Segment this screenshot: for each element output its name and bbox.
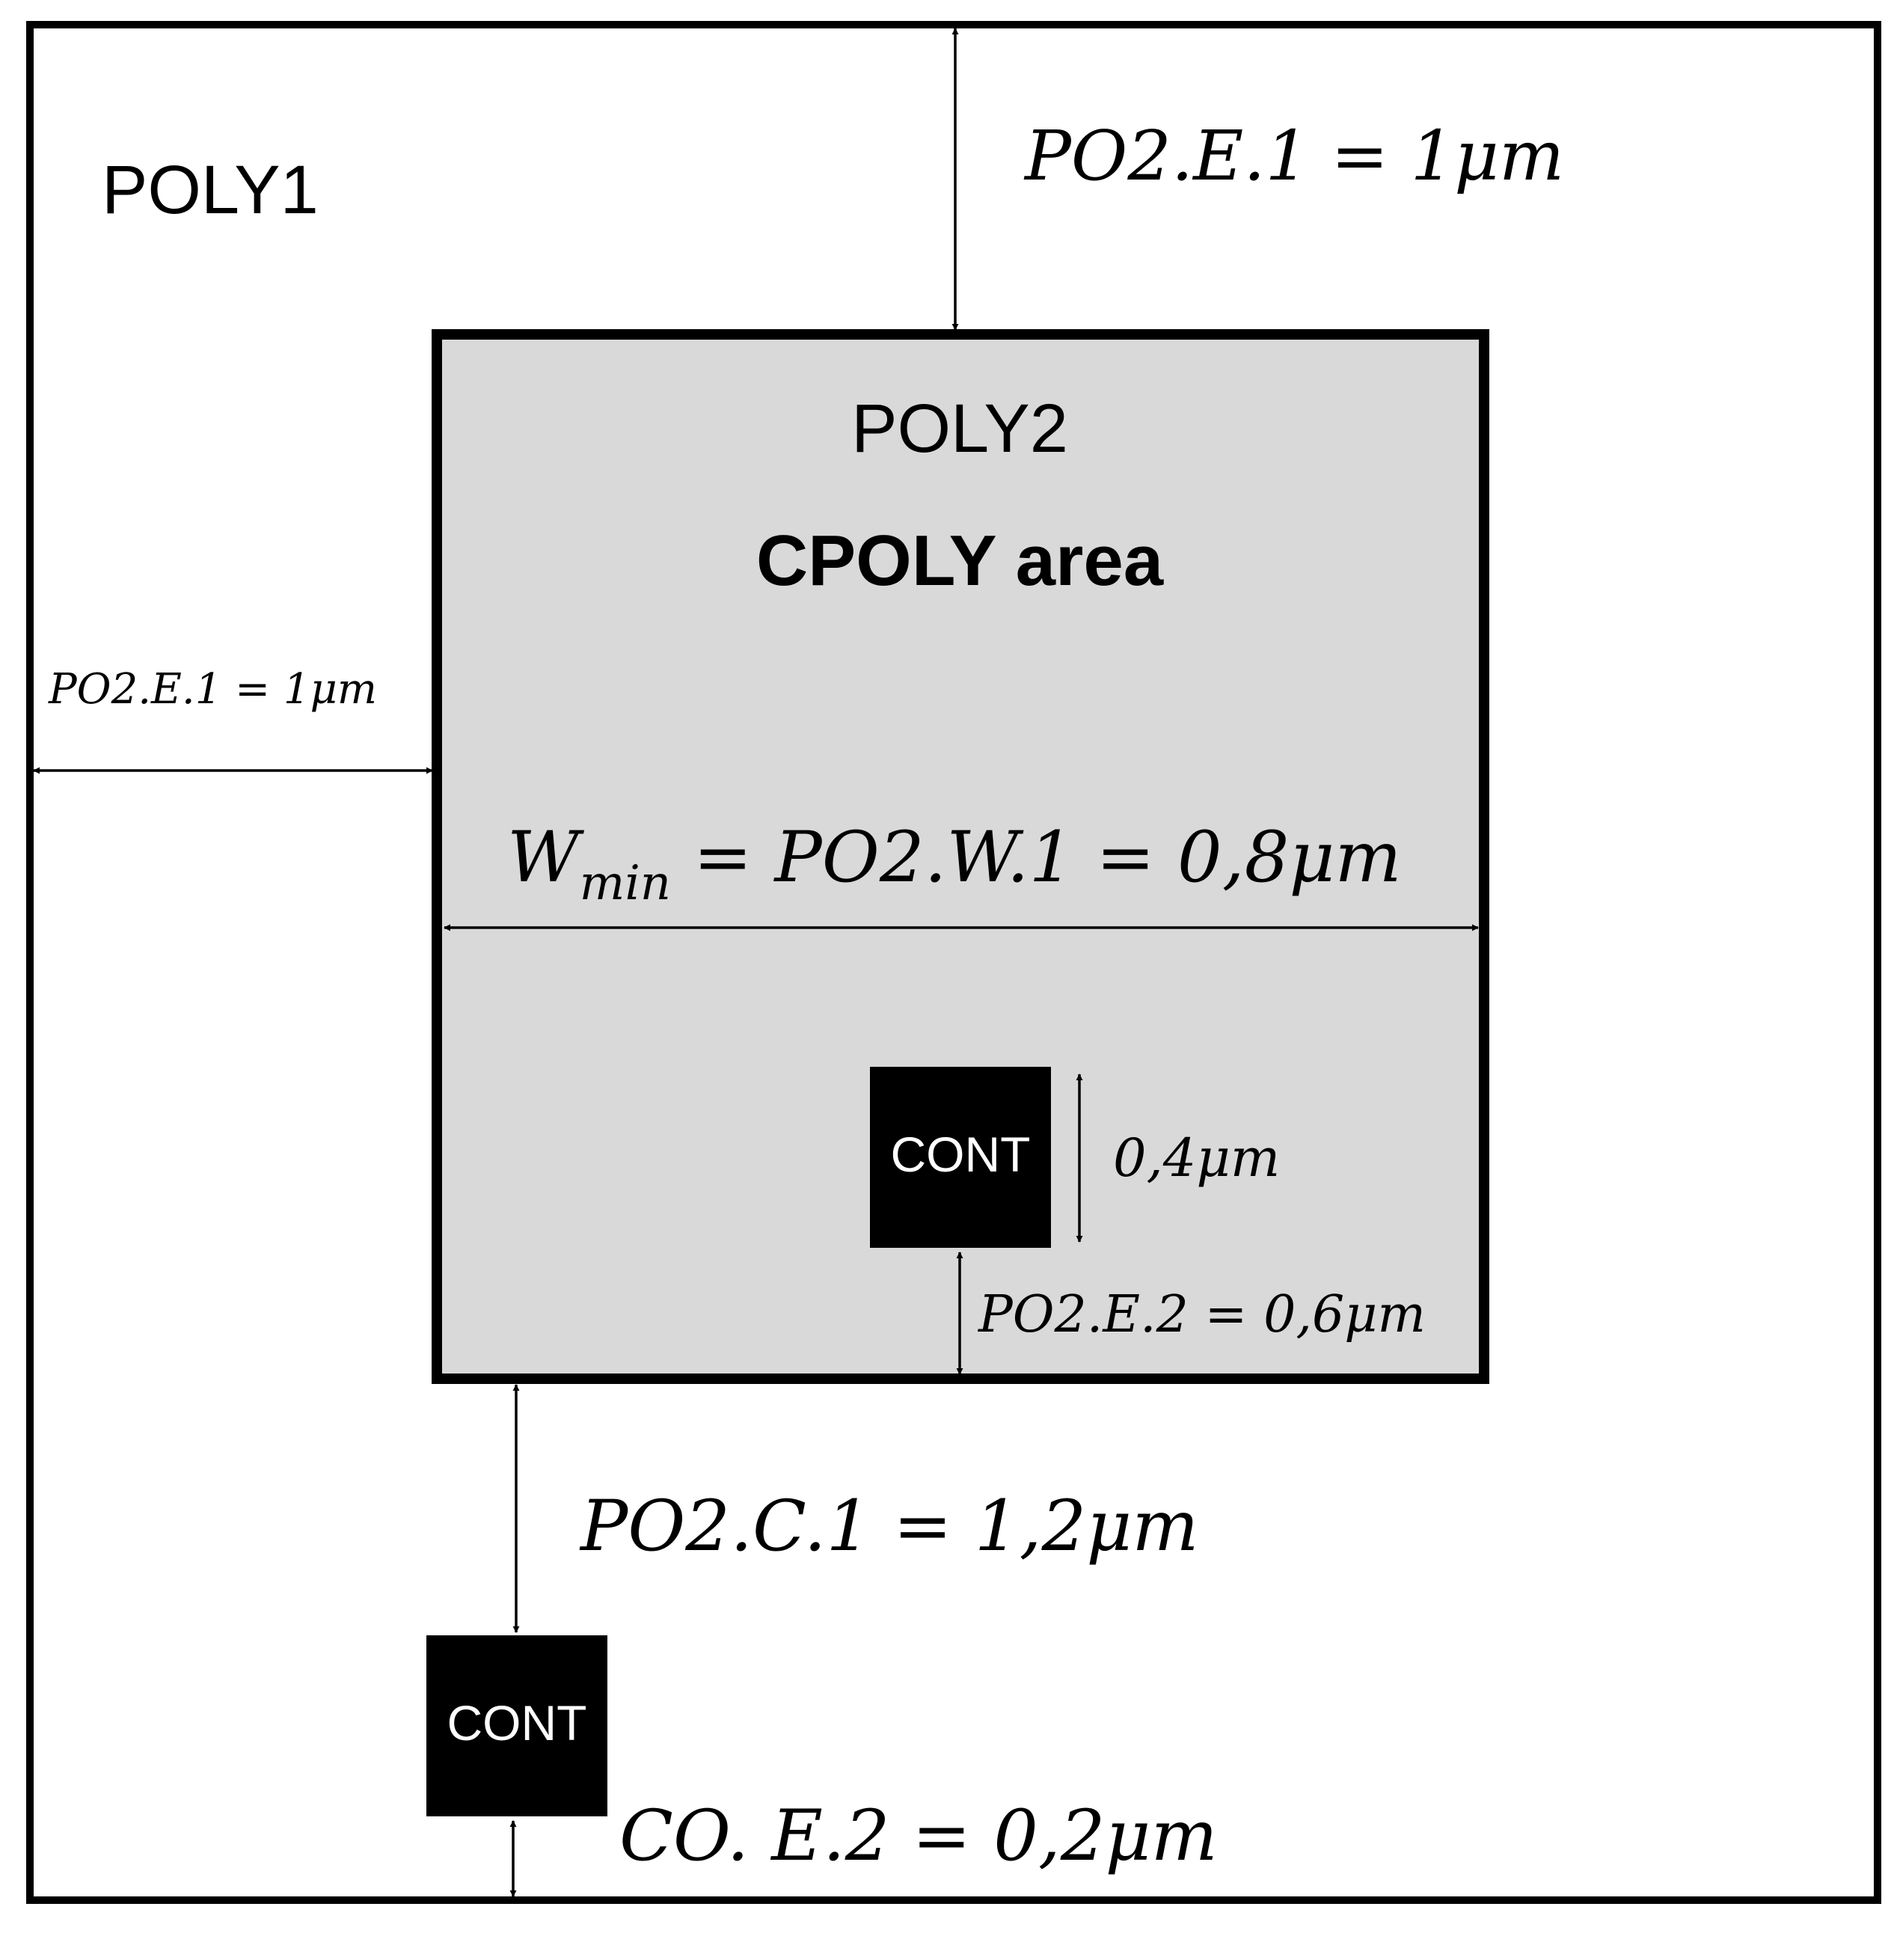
po2-e1-left-label: PO2.E.1 = 1μm [48,665,377,714]
wmin-subscript: min [580,856,671,911]
co-e2-label: CO. E.2 = 0,2μm [619,1795,1218,1877]
contact-outer-label: CONT [447,1695,587,1751]
contact-outer [426,1635,607,1816]
cpoly-area-label: CPOLY area [756,521,1164,601]
poly2-label: POLY2 [851,391,1068,467]
wmin-label: Wmin = PO2.W.1 = 0,8μm [507,817,1402,911]
wmin-rest: = PO2.W.1 = 0,8μm [671,817,1402,898]
poly1-label: POLY1 [102,152,319,228]
po2-e2-label: PO2.E.2 = 0,6μm [977,1285,1426,1344]
contact-inner-label: CONT [891,1127,1031,1182]
wmin-main: W [507,817,584,898]
po2-c1-label: PO2.C.1 = 1,2μm [579,1486,1199,1567]
contact-inner [870,1067,1051,1248]
contact-size-label: 0,4μm [1113,1127,1280,1189]
po2-e1-top-label: PO2.E.1 = 1μm [1023,116,1564,196]
